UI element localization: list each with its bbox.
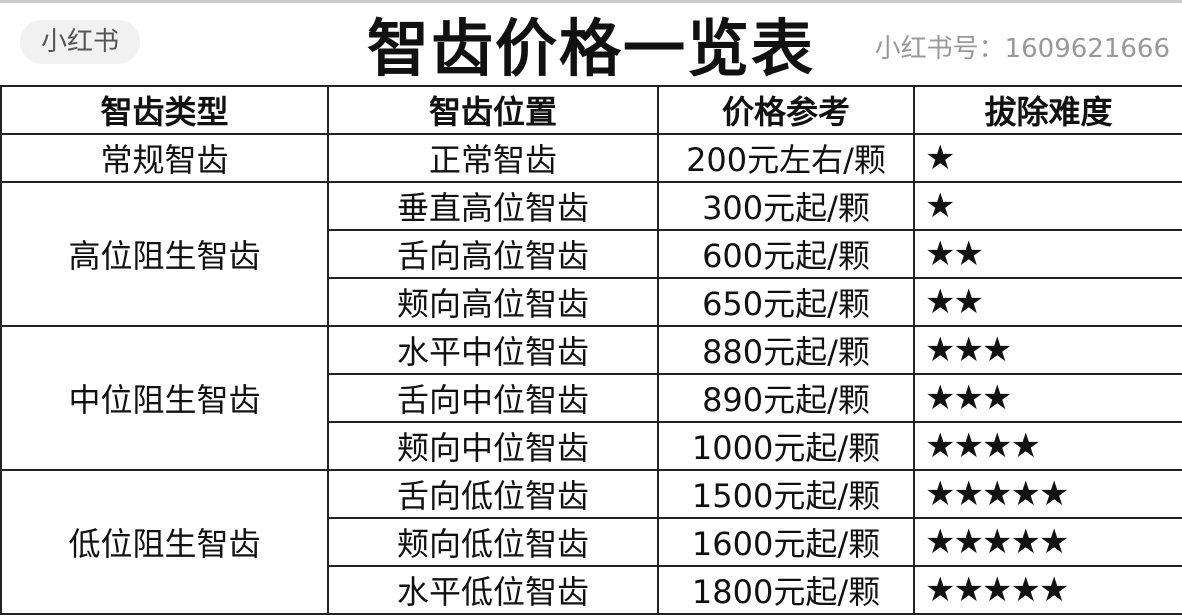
cell-difficulty-stars: ★★ [913,277,1182,327]
table-row: 低位阻生智齿 舌向低位智齿 1500元起/颗 ★★★★★ [0,469,1182,615]
table-row: 高位阻生智齿 垂直高位智齿 300元起/颗 ★ [0,181,1182,327]
header-difficulty: 拔除难度 [913,85,1182,135]
cell-difficulty-stars: ★ [913,133,1182,183]
table-row: 颊向中位智齿 1000元起/颗 ★★★★ [1,421,1182,471]
cell-price: 890元起/颗 [657,373,915,423]
cell-position: 正常智齿 [327,133,659,183]
page-title: 智齿价格一览表 [0,0,1182,85]
table-row: 颊向低位智齿 1600元起/颗 ★★★★★ [1,517,1182,567]
cell-position: 水平低位智齿 [327,565,659,615]
cell-difficulty-stars: ★★★★ [913,421,1182,471]
cell-price: 1600元起/颗 [657,517,915,567]
header-row: 智齿类型 智齿位置 价格参考 拔除难度 [0,85,1182,135]
cell-position: 水平中位智齿 [327,325,659,375]
cell-position: 颊向中位智齿 [327,421,659,471]
cell-type: 高位阻生智齿 [0,181,329,327]
cell-position: 颊向高位智齿 [327,277,659,327]
cell-price: 650元起/颗 [657,277,915,327]
price-table: 智齿类型 智齿位置 价格参考 拔除难度 常规智齿 正常智齿 200元左右/颗 ★ 高位阻… [0,85,1182,615]
watermark-id: 小红书号：1609621666 [874,34,1170,64]
cell-difficulty-stars: ★ [913,181,1182,231]
cell-difficulty-stars: ★★★★★ [913,469,1182,519]
cell-price: 200元左右/颗 [657,133,915,183]
table-row: 常规智齿 正常智齿 200元左右/颗 ★ [0,133,1182,183]
cell-difficulty-stars: ★★★ [913,373,1182,423]
table-row: 舌向高位智齿 600元起/颗 ★★ [1,229,1182,279]
cell-position: 颊向低位智齿 [327,517,659,567]
cell-price: 1800元起/颗 [657,565,915,615]
cell-price: 600元起/颗 [657,229,915,279]
header-type: 智齿类型 [0,85,329,135]
cell-type: 中位阻生智齿 [0,325,329,471]
cell-difficulty-stars: ★★★★★ [913,565,1182,615]
cell-position: 舌向低位智齿 [327,469,659,519]
table-row: 颊向高位智齿 650元起/颗 ★★ [1,277,1182,327]
cell-type: 常规智齿 [0,133,329,183]
cell-difficulty-stars: ★★ [913,229,1182,279]
cell-position: 舌向中位智齿 [327,373,659,423]
cell-position: 舌向高位智齿 [327,229,659,279]
watermark-logo: 小红书 [20,20,140,64]
table-row: 中位阻生智齿 水平中位智齿 880元起/颗 ★★★ [0,325,1182,471]
cell-position: 垂直高位智齿 [327,181,659,231]
cell-price: 300元起/颗 [657,181,915,231]
cell-price: 880元起/颗 [657,325,915,375]
cell-type: 低位阻生智齿 [0,469,329,615]
cell-price: 1000元起/颗 [657,421,915,471]
cell-difficulty-stars: ★★★ [913,325,1182,375]
header-position: 智齿位置 [327,85,659,135]
cell-difficulty-stars: ★★★★★ [913,517,1182,567]
table-row: 舌向中位智齿 890元起/颗 ★★★ [1,373,1182,423]
cell-price: 1500元起/颗 [657,469,915,519]
header-price: 价格参考 [657,85,915,135]
